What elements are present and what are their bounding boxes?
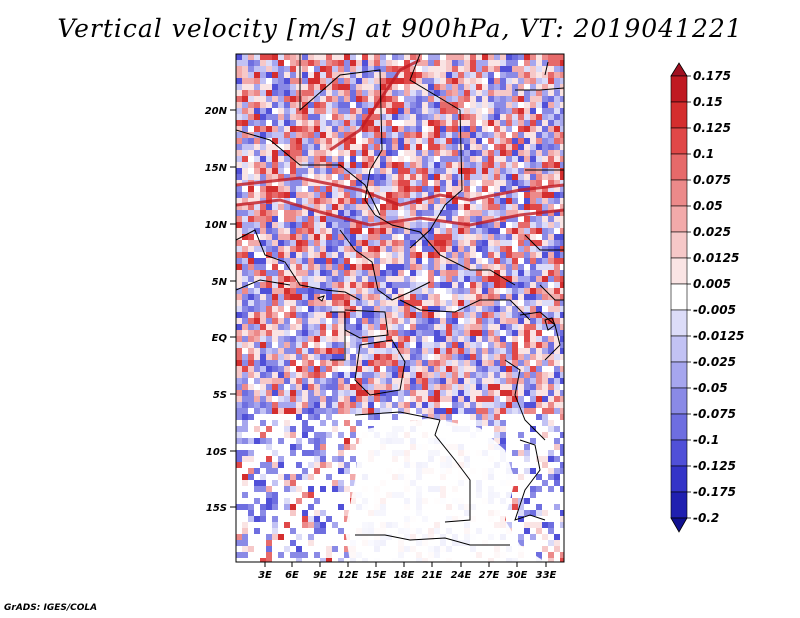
colorbar-swatch xyxy=(670,491,688,519)
lon-tick-label: 21E xyxy=(422,570,443,581)
lat-tick-label: 20N xyxy=(205,106,228,117)
colorbar-swatch xyxy=(670,257,688,285)
lon-tick-label: 18E xyxy=(394,570,415,581)
colorbar-swatch xyxy=(670,439,688,467)
colorbar-top-arrow xyxy=(670,62,688,77)
lat-tick-label: 15S xyxy=(206,503,227,514)
colorbar-level-label: -0.175 xyxy=(693,485,736,499)
colorbar-level-label: -0.075 xyxy=(693,407,736,421)
colorbar-swatch xyxy=(670,283,688,311)
colorbar-swatch xyxy=(670,231,688,259)
lat-tick-label: 10S xyxy=(206,447,227,458)
colorbar-level-label: 0.025 xyxy=(693,225,731,239)
colorbar: 0.175 0.15 0.125 0.1 0.075 0.05 0.025 0.0125 0.0… xyxy=(670,62,744,533)
lon-tick-label: 6E xyxy=(285,570,299,581)
colorbar-level-label: 0.005 xyxy=(693,277,731,291)
colorbar-level-label: 0.0125 xyxy=(693,251,739,265)
colorbar-swatch xyxy=(670,413,688,441)
colorbar-level-label: 0.125 xyxy=(693,121,731,135)
lon-tick-label: 15E xyxy=(366,570,387,581)
colorbar-swatch xyxy=(670,309,688,337)
colorbar-level-label: -0.005 xyxy=(693,303,736,317)
country-borders xyxy=(236,54,564,546)
colorbar-swatch xyxy=(670,335,688,363)
colorbar-level-label: 0.075 xyxy=(693,173,731,187)
colorbar-swatch xyxy=(670,101,688,129)
map-frame xyxy=(235,53,565,563)
vertical-velocity-field xyxy=(236,54,564,562)
colorbar-level-label: -0.1 xyxy=(693,433,719,447)
lon-tick-label: 24E xyxy=(451,570,472,581)
colorbar-level-label: 0.15 xyxy=(693,95,723,109)
colorbar-bottom-arrow xyxy=(670,517,688,533)
lat-tick-label: 15N xyxy=(205,163,228,174)
colorbar-swatch xyxy=(670,205,688,233)
colorbar-swatch xyxy=(670,387,688,415)
footer-credit: GrADS: IGES/COLA xyxy=(4,603,98,613)
colorbar-level-label: 0.1 xyxy=(693,147,714,161)
lat-tick-label: 5S xyxy=(213,390,227,401)
colorbar-level-label: -0.025 xyxy=(693,355,736,369)
colorbar-level-label: -0.05 xyxy=(693,381,728,395)
lon-tick-label: 30E xyxy=(507,570,528,581)
colorbar-level-label: 0.05 xyxy=(693,199,723,213)
colorbar-swatch xyxy=(670,465,688,493)
lat-tick-label: 5N xyxy=(212,277,228,288)
lon-tick-label: 9E xyxy=(313,570,327,581)
colorbar-swatch xyxy=(670,361,688,389)
colorbar-level-label: 0.175 xyxy=(693,69,731,83)
lat-tick-label: EQ xyxy=(212,333,228,344)
colorbar-swatch xyxy=(670,127,688,155)
colorbar-level-label: -0.0125 xyxy=(693,329,744,343)
colorbar-level-label: -0.125 xyxy=(693,459,736,473)
colorbar-swatch xyxy=(670,75,688,103)
longitude-axis: 3E 6E 9E 12E 15E 18E 21E 24E 27E 30E 33E xyxy=(258,562,557,581)
lon-tick-label: 33E xyxy=(536,570,557,581)
latitude-axis: 20N 15N 10N 5N EQ 5S 10S 15S xyxy=(205,106,236,514)
neutral-region xyxy=(345,418,545,562)
lon-tick-label: 27E xyxy=(479,570,500,581)
colorbar-level-label: -0.2 xyxy=(693,511,719,525)
lon-tick-label: 3E xyxy=(258,570,272,581)
colorbar-swatch xyxy=(670,153,688,181)
lat-tick-label: 10N xyxy=(205,220,228,231)
map-title: Vertical velocity [m/s] at 900hPa, VT: 2… xyxy=(57,14,743,43)
colorbar-swatch xyxy=(670,179,688,207)
lon-tick-label: 12E xyxy=(338,570,359,581)
